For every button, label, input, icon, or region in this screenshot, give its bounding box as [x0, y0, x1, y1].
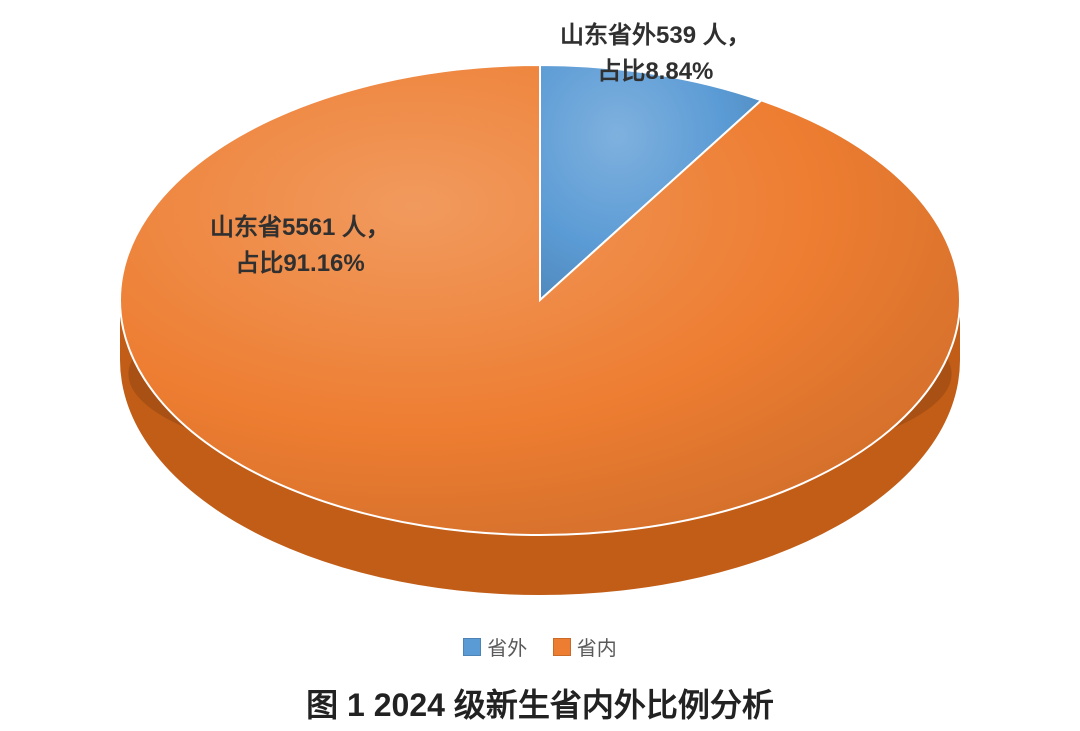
legend-item-inside: 省内	[553, 632, 617, 661]
legend-label-inside: 省内	[577, 632, 617, 661]
figure-caption: 图 1 2024 级新生省内外比例分析	[0, 680, 1080, 726]
slice0-line2: 占比8.84%	[597, 58, 713, 85]
slice0-line1: 山东省外539 人，	[560, 22, 751, 49]
legend-swatch-inside	[553, 638, 571, 656]
pie-chart-figure: 山东省外539 人， 占比8.84% 山东省5561 人， 占比91.16% 省…	[0, 0, 1080, 731]
legend-label-outside: 省外	[487, 632, 527, 661]
legend: 省外 省内	[0, 632, 1080, 662]
slice-label-outside: 山东省外539 人， 占比8.84%	[560, 18, 751, 90]
legend-item-outside: 省外	[463, 632, 527, 661]
pie-3d-svg	[0, 0, 1080, 731]
slice-label-inside: 山东省5561 人， 占比91.16%	[210, 210, 390, 282]
slice1-line1: 山东省5561 人，	[210, 214, 390, 241]
slice1-line2: 占比91.16%	[235, 250, 364, 277]
legend-swatch-outside	[463, 638, 481, 656]
